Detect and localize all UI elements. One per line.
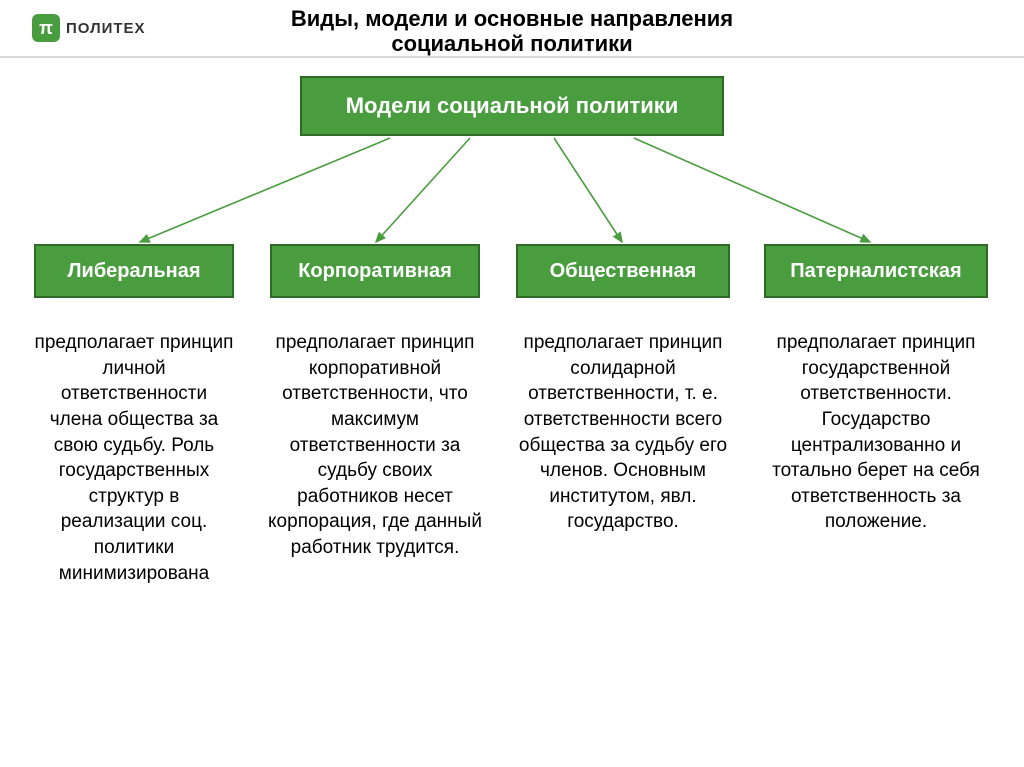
model-desc-0: предполагает принцип личной ответственно… [34,330,234,586]
model-desc-2: предполагает принцип солидарной ответств… [516,330,730,535]
model-desc-1: предполагает принцип корпоративной ответ… [265,330,485,561]
model-node-3: Патерналистская [764,244,988,298]
model-node-1: Корпоративная [270,244,480,298]
page-title: Виды, модели и основные направлениясоциа… [0,6,1024,57]
model-node-2: Общественная [516,244,730,298]
pi-icon: π [32,14,60,42]
model-desc-3: предполагает принцип государственной отв… [764,330,988,535]
diagram-canvas: Модели социальной политики Либеральная пр… [0,58,1024,767]
model-node-0: Либеральная [34,244,234,298]
root-node: Модели социальной политики [300,76,724,136]
logo-text: ПОЛИТЕХ [66,20,146,37]
header-bar: π ПОЛИТЕХ Виды, модели и основные направ… [0,0,1024,58]
logo: π ПОЛИТЕХ [0,14,146,42]
